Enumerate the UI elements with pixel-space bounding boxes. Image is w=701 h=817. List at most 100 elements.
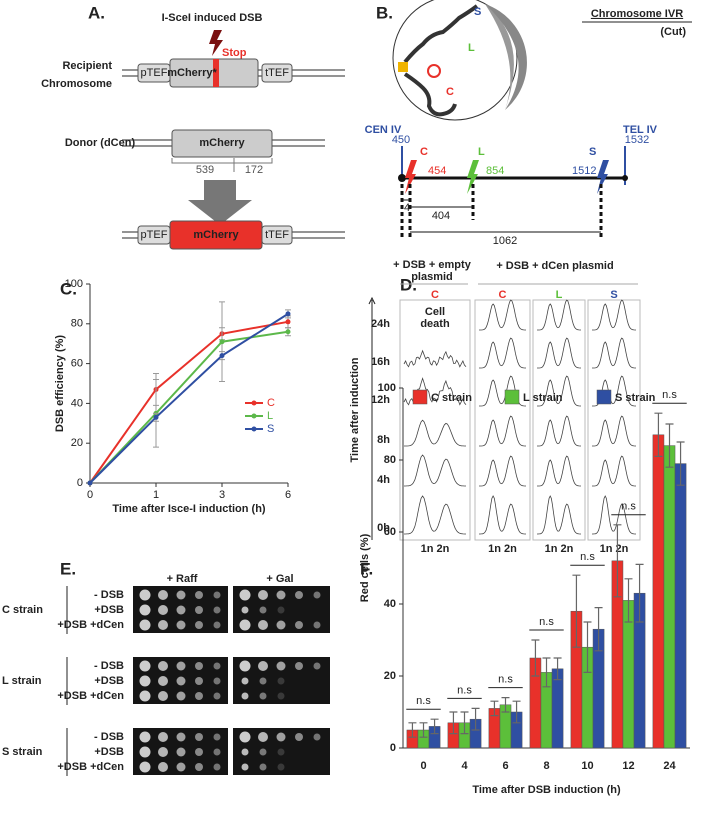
marker: [87, 480, 93, 486]
site-pos: 1512: [572, 165, 596, 177]
colony-spot: [313, 621, 321, 629]
dashed-marker: [400, 184, 603, 240]
row-label: +DSB +dCen: [57, 690, 124, 702]
colony-spot: [213, 606, 221, 614]
colony-spot: [239, 589, 251, 601]
cut-site: [427, 64, 441, 78]
colony-spot: [313, 591, 321, 599]
x-label: 1n 2n: [600, 543, 629, 555]
x-tick-label: 12: [622, 760, 634, 772]
x-label: 1n 2n: [545, 543, 574, 555]
telomere: [622, 175, 628, 181]
error-bar: [613, 524, 622, 598]
colony-spot: [195, 733, 203, 741]
lightning: [209, 30, 223, 56]
legend-label: L: [267, 410, 273, 422]
promoter-label: pTEF: [141, 229, 168, 241]
colony-spot: [213, 591, 221, 599]
annotation: n.s: [498, 674, 513, 686]
histogram-panel: [532, 299, 586, 541]
colony-spot: [276, 620, 286, 630]
terminator-box: [261, 63, 293, 83]
y-tick-label: 80: [71, 318, 83, 330]
gene-label: mCherry: [199, 137, 245, 149]
y-tick-label: 100: [378, 382, 396, 394]
colony-spot: [158, 661, 168, 671]
colony-spot: [176, 676, 186, 686]
colony-spot: [213, 692, 221, 700]
colony-spot: [158, 762, 168, 772]
annotation: n.s: [580, 551, 595, 563]
colony-spot: [313, 662, 321, 670]
error-bar: [665, 423, 674, 468]
panel-b: B. S L C Chromosome IVR (Cut) CEN IV 450…: [365, 0, 692, 247]
site-pos: 854: [486, 165, 504, 177]
chart: F. 0 20 40 60 80 100 0 4 6 8 10 12 24 Time after DSB i…: [359, 382, 690, 796]
terminator-label: tTEF: [265, 229, 289, 241]
column-label: C: [431, 289, 439, 301]
row-label: +DSB: [94, 746, 124, 758]
site-label: S: [589, 146, 596, 158]
colony-spot: [241, 748, 249, 756]
promoter-label: pTEF: [141, 67, 168, 79]
marker: [285, 319, 291, 325]
error-bar: [572, 574, 581, 648]
colony-spot: [158, 676, 168, 686]
colony-spot: [258, 661, 268, 671]
recipient-label: Recipient: [62, 60, 112, 72]
marker: [153, 414, 159, 420]
chart: C. 0 20 40 60 80 100 0 1 3 6 Time after Isce-I indu…: [54, 278, 291, 515]
colony-spot: [213, 733, 221, 741]
error-bar: [460, 711, 469, 735]
arrow: [188, 180, 252, 225]
site-label: L: [478, 146, 485, 158]
strain-label: S strain: [2, 746, 43, 758]
colony-spot: [158, 590, 168, 600]
y-tick-label: 20: [71, 437, 83, 449]
colony-spot: [213, 748, 221, 756]
stop-label: Stop: [222, 47, 247, 59]
y-tick-label: 40: [71, 397, 83, 409]
x-tick-label: 6: [285, 489, 291, 501]
y-tick-label: 20: [384, 670, 396, 682]
terminator-box: [261, 225, 293, 245]
error-bar: [624, 578, 633, 623]
site-label: C: [420, 146, 428, 158]
distance-label: 1062: [493, 235, 517, 247]
column-header: + DSB + empty: [393, 259, 472, 271]
histogram: [537, 415, 581, 447]
colony-spot: [176, 732, 186, 742]
colony-spot: [258, 732, 268, 742]
x-label: 1n 2n: [488, 543, 517, 555]
distance-label: 404: [432, 210, 450, 222]
distance-arrow: [402, 199, 601, 233]
condition-label: + Raff: [167, 573, 198, 585]
histogram: [592, 495, 636, 535]
tel-label: TEL IV: [623, 124, 658, 136]
nucleolus: [485, 4, 527, 110]
histogram: [479, 337, 526, 369]
colony-spot: [139, 675, 151, 687]
error-bar: [430, 718, 439, 735]
error-bar: [583, 621, 592, 673]
panel-label: D.: [400, 275, 417, 294]
row-label: - DSB: [94, 589, 124, 601]
y-tick-label: 0: [77, 477, 83, 489]
histogram: [479, 455, 526, 487]
x-tick-label: 0: [420, 760, 426, 772]
gene-label: mCherry: [193, 229, 239, 241]
bar: [663, 445, 676, 749]
recipient-label: Chromosome: [41, 78, 112, 90]
bar: [674, 463, 687, 749]
colony-spot: [176, 762, 186, 772]
error-bar: [553, 657, 562, 681]
colony-spot: [213, 763, 221, 771]
marker: [285, 329, 291, 335]
panel-label: F.: [360, 559, 373, 578]
site-pos: 454: [428, 165, 446, 177]
colony-spot: [259, 677, 267, 685]
colony-spot: [176, 590, 186, 600]
cen-label: CEN IV: [365, 124, 402, 136]
colony-spot: [259, 748, 267, 756]
